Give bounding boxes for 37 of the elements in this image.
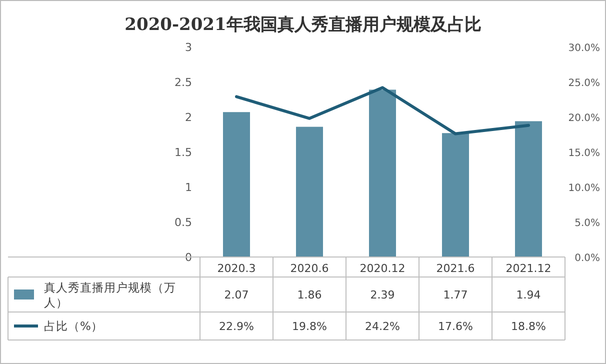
bar <box>368 90 396 257</box>
x-tick-label: 2020.3 <box>217 262 256 275</box>
x-tick-label: 2020.6 <box>290 262 329 275</box>
y2-tick-label: 30.0% <box>568 43 600 54</box>
data-label: 1.86 <box>297 288 322 302</box>
bar <box>222 112 250 257</box>
data-label: 22.9% <box>219 320 254 333</box>
y2-tick-label: 20.0% <box>568 113 600 124</box>
data-label: 1.94 <box>516 288 541 302</box>
chart-title: 2020-2021年我国真人秀直播用户规模及占比 <box>124 15 482 35</box>
y-tick-label: 3 <box>185 41 192 54</box>
x-tick-label: 2021.6 <box>436 262 475 275</box>
y-tick-label: 2.5 <box>174 76 192 89</box>
x-tick-label: 2020.12 <box>360 262 406 275</box>
y2-tick-label: 25.0% <box>568 78 600 89</box>
bar <box>442 133 470 257</box>
data-label: 24.2% <box>365 320 400 333</box>
x-tick-label: 2021.12 <box>506 262 552 275</box>
y-tick-label: 1 <box>185 181 192 194</box>
bar <box>514 121 542 257</box>
y2-tick-label: 0.0% <box>574 253 600 264</box>
y2-tick-label: 15.0% <box>568 148 600 159</box>
data-label: 1.77 <box>443 288 468 302</box>
y-tick-label: 1.5 <box>174 146 192 159</box>
data-label: 2.07 <box>224 288 249 302</box>
y2-tick-label: 5.0% <box>574 218 600 229</box>
legend-label: 真人秀直播用户规模（万人） <box>44 280 176 310</box>
data-label: 18.8% <box>511 320 546 333</box>
y2-tick-label: 10.0% <box>568 183 600 194</box>
data-label: 17.6% <box>438 320 473 333</box>
y-tick-label: 0.5 <box>174 216 192 229</box>
data-label: 2.39 <box>370 288 395 302</box>
bar <box>296 126 324 257</box>
data-label: 19.8% <box>292 320 327 333</box>
y-tick-label: 2 <box>185 111 192 124</box>
line-series <box>235 86 530 136</box>
legend-label: 占比（%） <box>44 319 103 333</box>
